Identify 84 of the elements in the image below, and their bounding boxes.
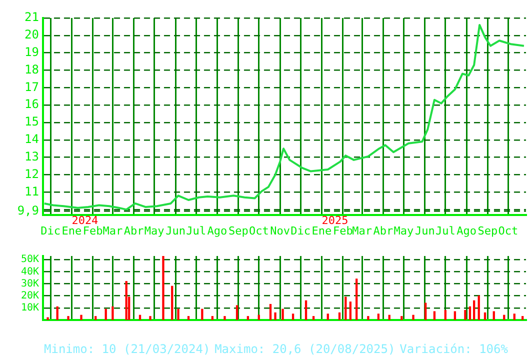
x-tick-label: Dic — [40, 224, 60, 238]
bar — [338, 312, 341, 320]
x-tick-label: Ago — [207, 224, 228, 238]
bar — [224, 316, 226, 320]
y-tick-label: 19 — [24, 44, 39, 59]
bar — [80, 314, 82, 320]
bar — [149, 316, 152, 320]
bar — [292, 314, 294, 320]
bar — [201, 308, 204, 320]
bar — [246, 316, 250, 320]
x-tick-label: Nov — [270, 224, 290, 238]
bar — [355, 278, 358, 320]
y-tick-label: 20K — [20, 290, 39, 302]
bar — [444, 310, 446, 320]
bar — [468, 306, 472, 320]
y-tick-label: 13 — [24, 149, 39, 164]
x-tick-label: Jul — [186, 224, 206, 238]
bar — [67, 316, 70, 320]
text: Minimo: 10 (21/03/2024) — [44, 342, 210, 356]
bar — [473, 300, 476, 320]
x-tick-label: Abr — [124, 224, 144, 238]
text: Variación: 106% — [400, 342, 508, 356]
x-tick-label: Abr — [373, 224, 394, 238]
bar — [464, 310, 466, 320]
bar — [269, 304, 272, 320]
y-tick-label: 16 — [24, 97, 39, 112]
x-tick-label: Jun — [166, 224, 186, 238]
bar — [424, 302, 427, 320]
bar — [187, 316, 190, 320]
bar — [484, 312, 486, 320]
x-tick-label: Jun — [414, 224, 435, 238]
text: Maximo: 20,6 (20/08/2025) — [214, 342, 396, 356]
bar — [104, 308, 107, 320]
bar — [304, 300, 308, 320]
x-tick-label: Mar — [102, 224, 123, 238]
bar — [492, 311, 495, 320]
bar — [312, 316, 315, 320]
bar — [56, 306, 58, 320]
y-tick-label: 12 — [24, 166, 39, 181]
x-tick-label: May — [144, 224, 165, 238]
x-tick-label: Mar — [352, 224, 372, 238]
bar — [177, 308, 180, 320]
bar — [400, 316, 403, 320]
y-tick-label: 20 — [24, 28, 39, 42]
y-tick-label: 11 — [24, 184, 39, 198]
bar — [171, 286, 174, 320]
bar — [211, 316, 214, 320]
x-tick-label: Jul — [435, 224, 456, 238]
bar — [522, 316, 524, 320]
bar — [125, 281, 128, 320]
x-tick-label: Oct — [498, 224, 518, 238]
y-tick-label: 50K — [20, 254, 39, 266]
bar — [274, 312, 276, 320]
bar — [454, 311, 456, 320]
x-tick-label: Sep — [228, 224, 248, 238]
y-tick-label: 10K — [20, 302, 39, 314]
y-tick-label: 30K — [20, 278, 39, 290]
bar — [349, 302, 352, 320]
bar — [162, 256, 164, 320]
y-tick-label: 15 — [24, 114, 39, 129]
bar — [112, 306, 114, 320]
x-tick-label: Ago — [456, 224, 476, 238]
bar — [513, 314, 516, 320]
bar — [326, 314, 329, 320]
bar — [377, 314, 380, 320]
x-tick-label: Oct — [248, 224, 269, 238]
x-tick-label: May — [394, 224, 414, 238]
y-tick-label: 14 — [24, 132, 39, 146]
bar — [344, 296, 347, 320]
bar — [412, 314, 414, 320]
y-tick-label: 40K — [20, 266, 39, 278]
bar — [46, 317, 49, 320]
bar — [478, 296, 480, 320]
bar — [282, 308, 284, 320]
y-tick-label: 21 — [24, 10, 39, 24]
y-tick-label: 18 — [24, 62, 39, 76]
x-tick-label: Dic — [290, 224, 310, 238]
bar — [236, 305, 238, 320]
bar — [433, 311, 436, 320]
y-tick-label: 9,9 — [17, 203, 39, 218]
x-tick-label: Sep — [478, 224, 498, 238]
bar — [94, 316, 97, 320]
bar — [367, 316, 370, 320]
y-tick-label: 17 — [24, 80, 39, 94]
